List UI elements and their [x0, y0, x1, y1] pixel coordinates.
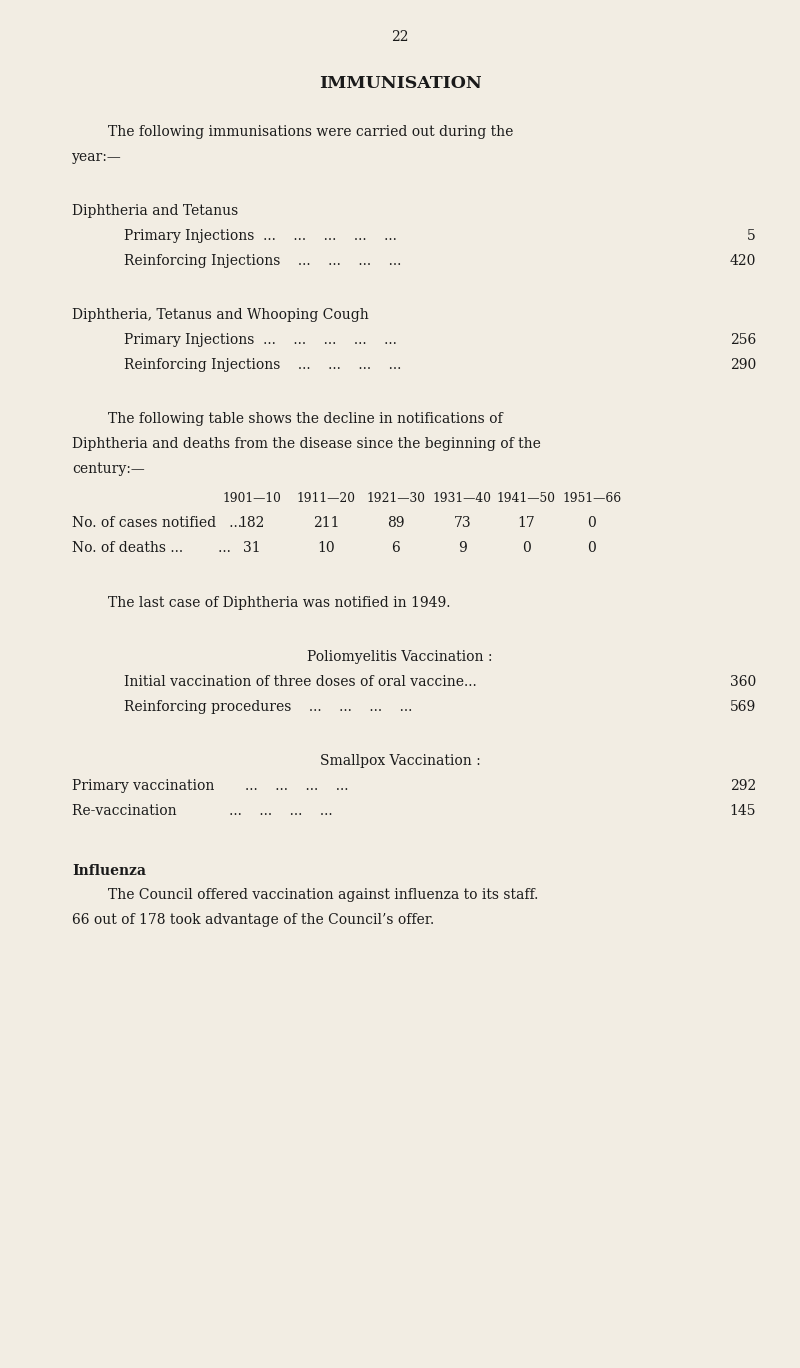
Text: 1941—50: 1941—50 — [497, 491, 556, 505]
Text: century:—: century:— — [72, 461, 145, 476]
Text: Reinforcing Injections    ...    ...    ...    ...: Reinforcing Injections ... ... ... ... — [124, 253, 402, 268]
Text: 10: 10 — [318, 540, 335, 555]
Text: 9: 9 — [458, 540, 466, 555]
Text: Reinforcing Injections    ...    ...    ...    ...: Reinforcing Injections ... ... ... ... — [124, 357, 402, 372]
Text: 1951—66: 1951—66 — [562, 491, 622, 505]
Text: 31: 31 — [243, 540, 261, 555]
Text: 290: 290 — [730, 357, 756, 372]
Text: 1931—40: 1931—40 — [433, 491, 492, 505]
Text: 22: 22 — [391, 30, 409, 44]
Text: The following immunisations were carried out during the: The following immunisations were carried… — [108, 124, 514, 140]
Text: 145: 145 — [730, 803, 756, 818]
Text: 0: 0 — [522, 540, 530, 555]
Text: 6: 6 — [392, 540, 400, 555]
Text: Diphtheria, Tetanus and Whooping Cough: Diphtheria, Tetanus and Whooping Cough — [72, 308, 369, 323]
Text: Poliomyelitis Vaccination :: Poliomyelitis Vaccination : — [307, 650, 493, 665]
Text: No. of deaths ...        ...: No. of deaths ... ... — [72, 540, 231, 555]
Text: Primary Injections  ...    ...    ...    ...    ...: Primary Injections ... ... ... ... ... — [124, 332, 397, 347]
Text: Diphtheria and Tetanus: Diphtheria and Tetanus — [72, 204, 238, 219]
Text: Primary vaccination       ...    ...    ...    ...: Primary vaccination ... ... ... ... — [72, 778, 349, 793]
Text: 0: 0 — [588, 516, 596, 531]
Text: 66 out of 178 took advantage of the Council’s offer.: 66 out of 178 took advantage of the Coun… — [72, 912, 434, 928]
Text: 5: 5 — [747, 228, 756, 244]
Text: 89: 89 — [387, 516, 405, 531]
Text: 1911—20: 1911—20 — [297, 491, 356, 505]
Text: Influenza: Influenza — [72, 863, 146, 878]
Text: 1901—10: 1901—10 — [222, 491, 282, 505]
Text: year:—: year:— — [72, 149, 122, 164]
Text: 182: 182 — [239, 516, 265, 531]
Text: Smallpox Vaccination :: Smallpox Vaccination : — [320, 754, 480, 769]
Text: No. of cases notified   ...: No. of cases notified ... — [72, 516, 242, 531]
Text: Reinforcing procedures    ...    ...    ...    ...: Reinforcing procedures ... ... ... ... — [124, 699, 412, 714]
Text: 292: 292 — [730, 778, 756, 793]
Text: 211: 211 — [313, 516, 340, 531]
Text: IMMUNISATION: IMMUNISATION — [318, 75, 482, 92]
Text: 17: 17 — [518, 516, 535, 531]
Text: 0: 0 — [588, 540, 596, 555]
Text: The Council offered vaccination against influenza to its staff.: The Council offered vaccination against … — [108, 888, 538, 903]
Text: Re-vaccination            ...    ...    ...    ...: Re-vaccination ... ... ... ... — [72, 803, 333, 818]
Text: Initial vaccination of three doses of oral vaccine...: Initial vaccination of three doses of or… — [124, 674, 477, 689]
Text: 569: 569 — [730, 699, 756, 714]
Text: The last case of Diphtheria was notified in 1949.: The last case of Diphtheria was notified… — [108, 595, 450, 610]
Text: 256: 256 — [730, 332, 756, 347]
Text: 1921—30: 1921—30 — [366, 491, 426, 505]
Text: Diphtheria and deaths from the disease since the beginning of the: Diphtheria and deaths from the disease s… — [72, 436, 541, 451]
Text: 73: 73 — [454, 516, 471, 531]
Text: 360: 360 — [730, 674, 756, 689]
Text: Primary Injections  ...    ...    ...    ...    ...: Primary Injections ... ... ... ... ... — [124, 228, 397, 244]
Text: 420: 420 — [730, 253, 756, 268]
Text: The following table shows the decline in notifications of: The following table shows the decline in… — [108, 412, 502, 427]
